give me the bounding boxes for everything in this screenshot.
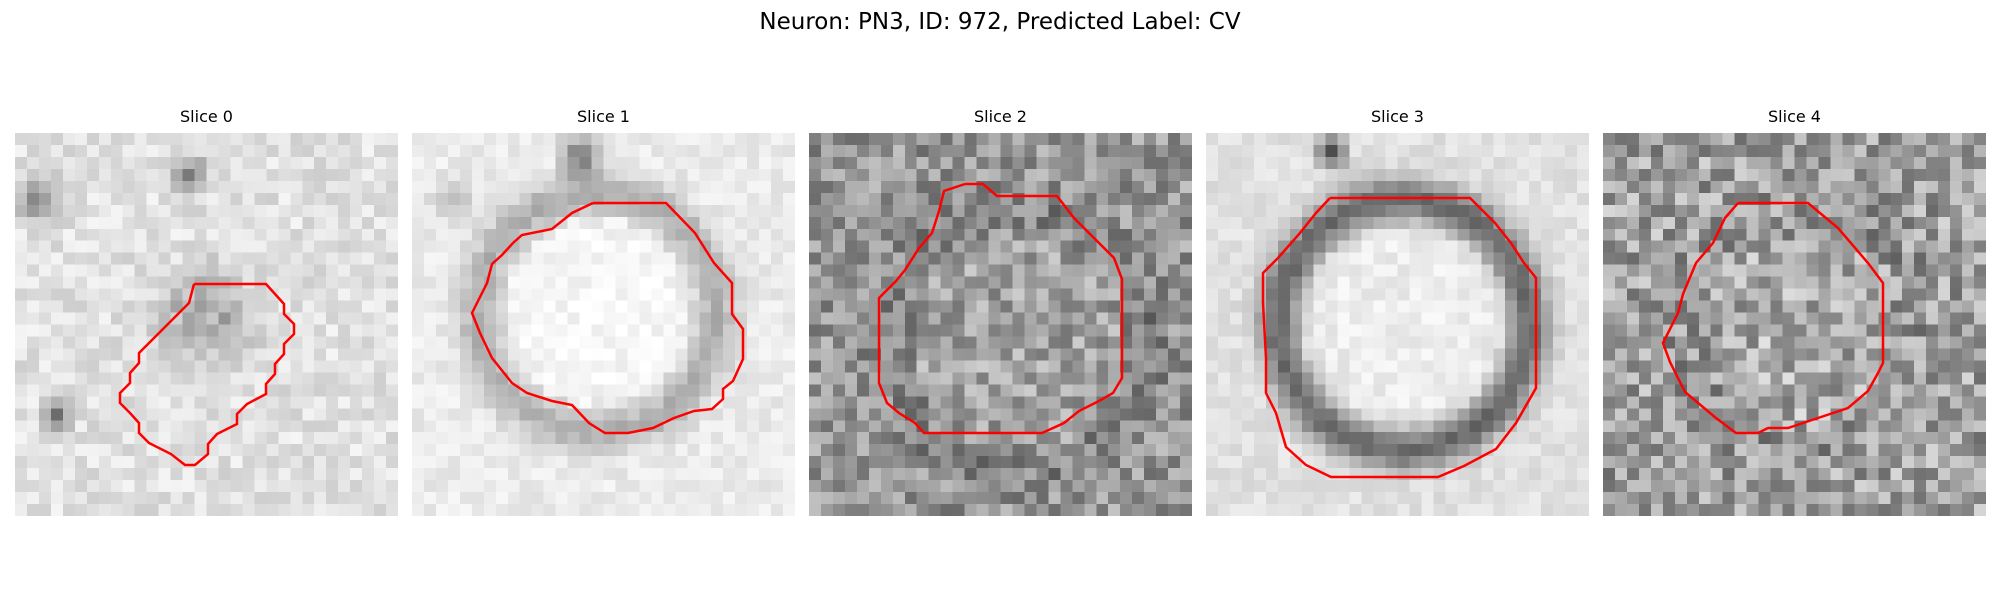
roi-outline-1 [470, 201, 745, 435]
slice-image-4 [1603, 133, 1986, 516]
roi-outline-3 [1261, 196, 1538, 479]
slice-image-0 [15, 133, 398, 516]
slice-contour-3 [1261, 196, 1538, 479]
slice-title-0: Slice 0 [180, 107, 233, 126]
slice-panel-3: Slice 3 [1206, 107, 1589, 517]
roi-outline-4 [1661, 201, 1885, 435]
figure-title: Neuron: PN3, ID: 972, Predicted Label: C… [759, 9, 1241, 35]
slice-contour-4 [1661, 201, 1885, 435]
slice-contour-1 [470, 201, 745, 435]
roi-outline-0 [118, 282, 296, 467]
slice-panel-0: Slice 0 [15, 107, 398, 517]
roi-outline-2 [877, 182, 1124, 435]
slice-title-2: Slice 2 [974, 107, 1027, 126]
slice-panel-2: Slice 2 [809, 107, 1192, 517]
slice-title-3: Slice 3 [1371, 107, 1424, 126]
slice-panel-1: Slice 1 [412, 107, 795, 517]
slice-panel-4: Slice 4 [1603, 107, 1986, 517]
slice-contour-2 [877, 182, 1124, 435]
slice-title-4: Slice 4 [1768, 107, 1821, 126]
slice-title-1: Slice 1 [577, 107, 630, 126]
slice-contour-0 [118, 282, 296, 467]
